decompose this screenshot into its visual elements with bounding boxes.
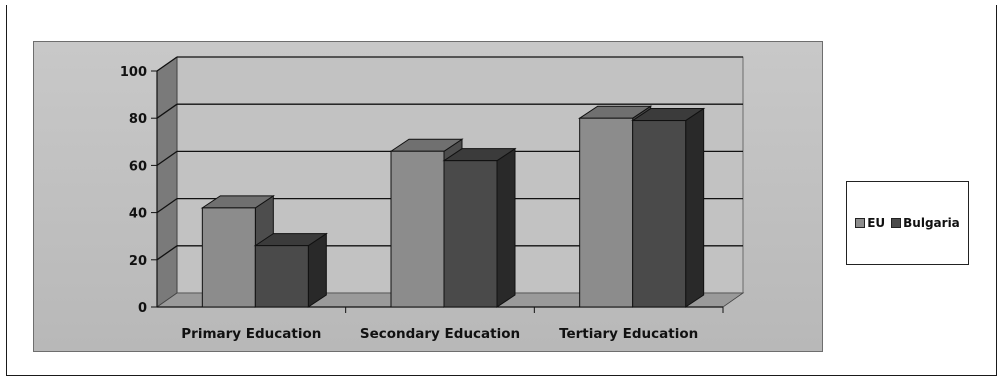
y-tick-label: 20	[129, 254, 147, 269]
legend-item-bulgaria: Bulgaria	[891, 216, 960, 230]
gridline-side	[156, 245, 178, 261]
y-tick-label: 40	[129, 207, 147, 222]
bar-eu	[201, 207, 256, 308]
legend-item-eu: EU	[855, 216, 885, 230]
bar-side-bulgaria	[307, 232, 327, 308]
gridline-side	[156, 103, 178, 119]
x-tick-label: Secondary Education	[360, 326, 520, 342]
bar-eu	[579, 117, 634, 308]
x-tick-label: Tertiary Education	[559, 326, 698, 342]
gridline-side	[156, 56, 178, 72]
side-wall	[156, 56, 178, 308]
bar-eu	[390, 150, 445, 308]
y-tick-label: 60	[129, 159, 147, 174]
bar-side-bulgaria	[496, 147, 516, 308]
y-tick-label: 80	[129, 112, 147, 127]
bar-bulgaria	[632, 120, 687, 308]
bar-side-bulgaria	[685, 107, 705, 308]
legend: EU Bulgaria	[846, 181, 969, 265]
gridline-side	[156, 150, 178, 166]
legend-swatch-eu	[855, 218, 866, 228]
y-tick-label: 100	[120, 65, 147, 80]
x-tick-label: Primary Education	[181, 326, 321, 342]
chart-frame	[6, 5, 997, 376]
bar-bulgaria	[254, 245, 309, 308]
legend-label-bulgaria: Bulgaria	[903, 216, 960, 230]
legend-swatch-bulgaria	[891, 218, 902, 228]
legend-label-eu: EU	[867, 216, 886, 230]
bar-bulgaria	[443, 160, 498, 308]
gridline-side	[156, 198, 178, 214]
y-tick-label: 0	[138, 301, 147, 316]
